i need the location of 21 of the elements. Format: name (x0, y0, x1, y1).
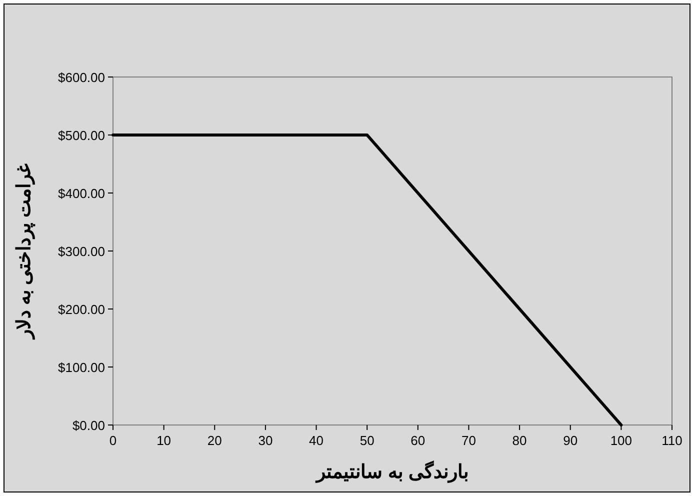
x-tick-label: 60 (410, 433, 426, 448)
y-tick-label: $400.00 (58, 186, 105, 201)
x-tick-label: 30 (258, 433, 273, 448)
x-tick-label: 80 (512, 433, 527, 448)
x-tick-label: 100 (610, 433, 632, 448)
y-tick-label: $500.00 (58, 128, 105, 143)
y-tick-label: $0.00 (72, 418, 105, 433)
x-tick-label: 50 (360, 433, 374, 448)
y-axis-title: غرامت پرداختی به دلار (14, 164, 35, 340)
y-tick-label: $100.00 (58, 360, 105, 375)
x-tick-label: 40 (309, 433, 324, 448)
x-tick-label: 70 (461, 433, 476, 448)
x-tick-label: 110 (662, 433, 682, 448)
y-tick-label: $200.00 (58, 302, 105, 317)
x-tick-label: 10 (156, 433, 172, 448)
y-tick-label: $600.00 (58, 70, 105, 85)
y-tick-label: $300.00 (58, 244, 105, 259)
x-tick-label: 0 (109, 433, 117, 448)
x-axis-title: بارندگی به سانتیمتر (314, 460, 468, 483)
x-tick-label: 20 (207, 433, 222, 448)
x-tick-label: 90 (563, 433, 578, 448)
